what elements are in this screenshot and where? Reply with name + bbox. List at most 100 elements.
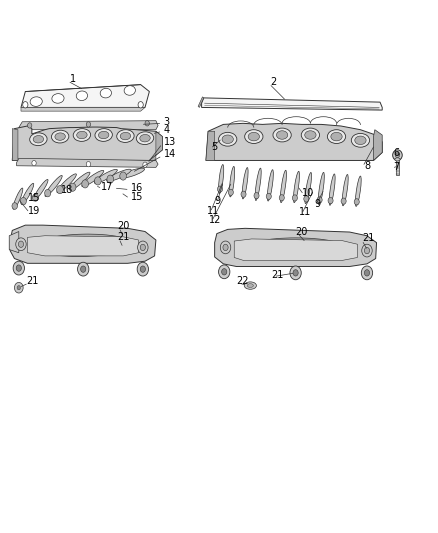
Ellipse shape: [276, 131, 288, 139]
Circle shape: [20, 197, 26, 205]
Circle shape: [137, 262, 148, 276]
Circle shape: [95, 177, 101, 185]
Ellipse shape: [140, 134, 150, 142]
Ellipse shape: [219, 165, 224, 193]
Circle shape: [290, 266, 301, 280]
Text: 20: 20: [295, 227, 307, 237]
Circle shape: [361, 266, 373, 280]
Circle shape: [143, 162, 147, 167]
Text: 21: 21: [363, 233, 375, 244]
Text: 21: 21: [117, 232, 130, 242]
Circle shape: [140, 266, 145, 272]
Ellipse shape: [392, 150, 402, 160]
Polygon shape: [9, 231, 19, 253]
Ellipse shape: [395, 153, 399, 158]
Ellipse shape: [55, 133, 65, 140]
Ellipse shape: [33, 135, 44, 143]
Circle shape: [28, 123, 32, 128]
Ellipse shape: [305, 131, 316, 139]
Polygon shape: [19, 120, 158, 130]
Ellipse shape: [77, 131, 87, 139]
Ellipse shape: [244, 238, 347, 259]
Ellipse shape: [245, 130, 263, 143]
Ellipse shape: [119, 168, 145, 178]
Circle shape: [138, 241, 148, 254]
Ellipse shape: [273, 128, 291, 142]
Circle shape: [279, 195, 284, 201]
Polygon shape: [396, 160, 399, 175]
Ellipse shape: [76, 91, 88, 101]
Text: 3: 3: [164, 117, 170, 127]
Text: 16: 16: [131, 183, 143, 193]
Text: 20: 20: [117, 221, 130, 231]
Text: 6: 6: [393, 148, 399, 158]
Ellipse shape: [267, 169, 273, 201]
Ellipse shape: [13, 188, 23, 209]
Circle shape: [86, 161, 91, 167]
Ellipse shape: [99, 131, 109, 139]
Ellipse shape: [247, 284, 253, 287]
Circle shape: [14, 282, 23, 293]
Circle shape: [304, 196, 309, 202]
Ellipse shape: [21, 183, 34, 204]
Text: 9: 9: [215, 196, 221, 206]
Ellipse shape: [248, 132, 259, 141]
Circle shape: [266, 193, 271, 199]
Text: 17: 17: [101, 182, 113, 192]
Text: 21: 21: [27, 276, 39, 286]
Ellipse shape: [331, 132, 342, 141]
Text: 8: 8: [364, 161, 370, 171]
Ellipse shape: [301, 128, 320, 142]
Ellipse shape: [30, 97, 42, 107]
Circle shape: [120, 172, 127, 180]
Text: 22: 22: [237, 276, 249, 286]
Ellipse shape: [355, 136, 366, 144]
Circle shape: [18, 241, 24, 247]
Text: 15: 15: [28, 192, 41, 203]
Polygon shape: [198, 97, 204, 108]
Polygon shape: [21, 108, 145, 111]
Circle shape: [57, 185, 64, 193]
Ellipse shape: [73, 128, 91, 141]
Circle shape: [241, 191, 246, 197]
Circle shape: [222, 269, 227, 275]
Text: 11: 11: [207, 206, 219, 216]
Polygon shape: [201, 98, 382, 110]
Text: 19: 19: [28, 206, 40, 216]
Circle shape: [364, 270, 370, 276]
Ellipse shape: [305, 173, 311, 204]
Polygon shape: [206, 131, 215, 160]
Circle shape: [293, 270, 298, 276]
Circle shape: [13, 261, 25, 275]
Ellipse shape: [293, 171, 300, 203]
Ellipse shape: [242, 167, 248, 199]
Ellipse shape: [52, 94, 64, 103]
Ellipse shape: [120, 132, 131, 140]
Ellipse shape: [106, 169, 131, 181]
Circle shape: [16, 238, 26, 251]
Circle shape: [292, 195, 297, 201]
Polygon shape: [28, 236, 138, 256]
Ellipse shape: [117, 130, 134, 142]
Ellipse shape: [57, 174, 76, 193]
Circle shape: [45, 189, 51, 197]
Circle shape: [328, 198, 333, 204]
Ellipse shape: [124, 86, 135, 95]
Ellipse shape: [82, 171, 104, 187]
Circle shape: [364, 247, 370, 254]
Circle shape: [228, 189, 233, 196]
Ellipse shape: [351, 133, 370, 147]
Circle shape: [145, 120, 149, 126]
Text: 2: 2: [270, 77, 277, 87]
Circle shape: [217, 186, 223, 192]
Polygon shape: [234, 239, 357, 261]
Ellipse shape: [327, 130, 346, 143]
Circle shape: [220, 241, 231, 254]
Circle shape: [140, 244, 145, 251]
Polygon shape: [374, 130, 382, 160]
Text: 10: 10: [302, 188, 314, 198]
Ellipse shape: [342, 174, 348, 206]
Polygon shape: [12, 126, 162, 160]
Ellipse shape: [45, 175, 62, 196]
Circle shape: [219, 265, 230, 279]
